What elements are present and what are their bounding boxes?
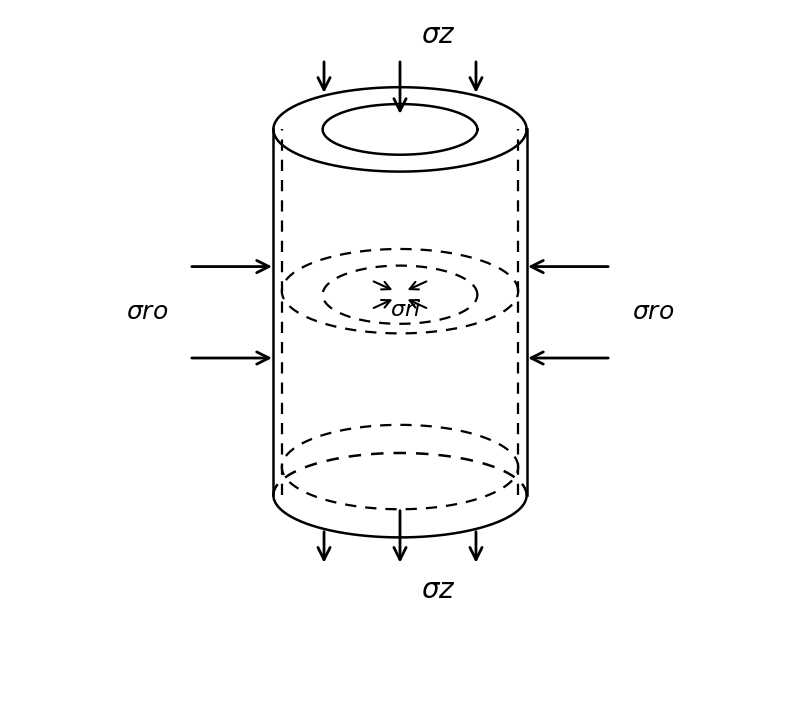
Text: $\sigma ro$: $\sigma ro$ bbox=[126, 301, 168, 324]
Text: $\sigma z$: $\sigma z$ bbox=[421, 576, 456, 604]
Text: $\sigma ro$: $\sigma ro$ bbox=[632, 301, 674, 324]
Text: $\sigma z$: $\sigma z$ bbox=[421, 21, 456, 48]
Text: $\sigma ri$: $\sigma ri$ bbox=[390, 300, 422, 320]
